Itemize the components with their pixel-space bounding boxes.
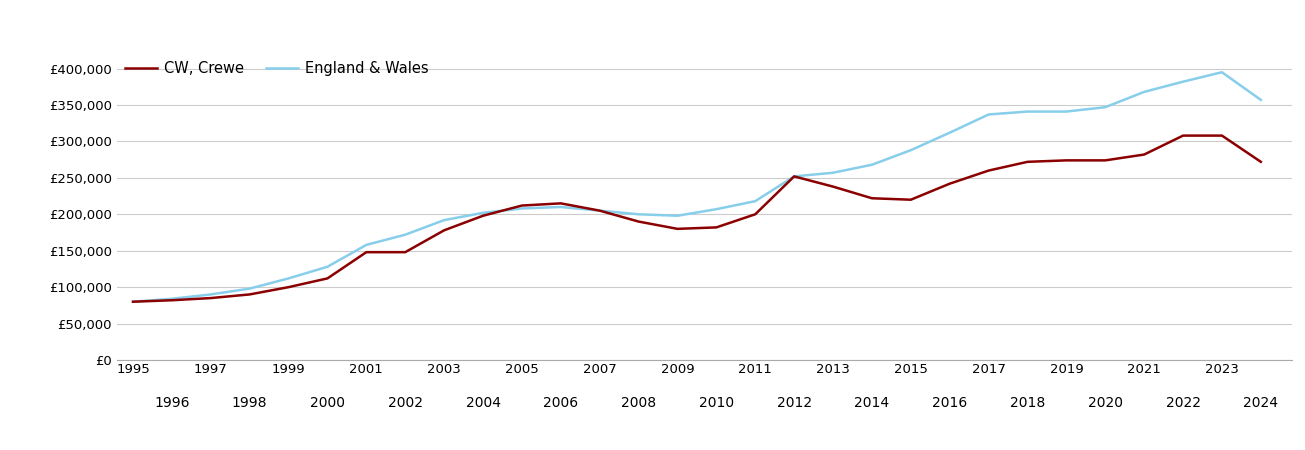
England & Wales [204, 292, 219, 297]
CW, Crewe [281, 284, 296, 290]
England & Wales [1058, 109, 1074, 114]
CW, Crewe [1176, 133, 1191, 138]
England & Wales [825, 170, 840, 176]
England & Wales [359, 242, 375, 248]
CW, Crewe [864, 196, 880, 201]
CW, Crewe [1253, 159, 1268, 165]
CW, Crewe [709, 225, 724, 230]
England & Wales [1214, 69, 1229, 75]
England & Wales [709, 207, 724, 212]
England & Wales [1098, 104, 1113, 110]
CW, Crewe [1137, 152, 1152, 157]
Line: CW, Crewe: CW, Crewe [133, 135, 1261, 302]
England & Wales [630, 212, 646, 217]
England & Wales [475, 210, 491, 216]
CW, Crewe [320, 276, 335, 281]
England & Wales [164, 296, 180, 302]
England & Wales [787, 174, 803, 179]
CW, Crewe [942, 181, 958, 186]
England & Wales [436, 217, 452, 223]
CW, Crewe [1098, 158, 1113, 163]
CW, Crewe [241, 292, 257, 297]
CW, Crewe [981, 168, 997, 173]
England & Wales [398, 232, 414, 238]
CW, Crewe [1019, 159, 1035, 165]
CW, Crewe [592, 208, 608, 213]
CW, Crewe [164, 297, 180, 303]
CW, Crewe [1214, 133, 1229, 138]
CW, Crewe [1058, 158, 1074, 163]
England & Wales [1253, 97, 1268, 103]
England & Wales [514, 206, 530, 211]
England & Wales [125, 299, 141, 304]
England & Wales [942, 130, 958, 135]
CW, Crewe [903, 197, 919, 202]
CW, Crewe [204, 295, 219, 301]
CW, Crewe [436, 228, 452, 233]
CW, Crewe [514, 203, 530, 208]
CW, Crewe [398, 249, 414, 255]
England & Wales [553, 204, 569, 210]
CW, Crewe [553, 201, 569, 206]
Line: England & Wales: England & Wales [133, 72, 1261, 302]
England & Wales [592, 208, 608, 213]
England & Wales [748, 198, 763, 204]
CW, Crewe [475, 213, 491, 218]
CW, Crewe [630, 219, 646, 224]
England & Wales [1176, 79, 1191, 85]
Legend: CW, Crewe, England & Wales: CW, Crewe, England & Wales [125, 61, 429, 76]
England & Wales [1019, 109, 1035, 114]
CW, Crewe [787, 174, 803, 179]
England & Wales [669, 213, 685, 218]
CW, Crewe [359, 249, 375, 255]
England & Wales [241, 286, 257, 291]
CW, Crewe [748, 212, 763, 217]
England & Wales [281, 276, 296, 281]
England & Wales [320, 264, 335, 270]
CW, Crewe [825, 184, 840, 189]
England & Wales [903, 148, 919, 153]
England & Wales [864, 162, 880, 167]
England & Wales [981, 112, 997, 117]
England & Wales [1137, 89, 1152, 94]
CW, Crewe [669, 226, 685, 232]
CW, Crewe [125, 299, 141, 304]
